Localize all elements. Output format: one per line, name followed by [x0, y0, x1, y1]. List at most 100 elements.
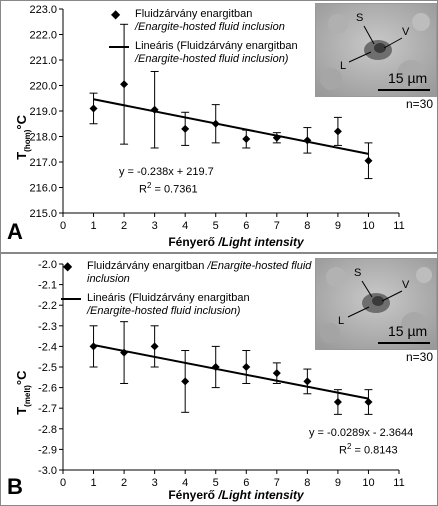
data-point [364, 156, 373, 165]
data-point [181, 124, 190, 133]
data-point [242, 363, 251, 371]
x-tick-label: 9 [335, 477, 341, 489]
photo-label-s: S [354, 267, 362, 279]
x-tick-label: 11 [393, 477, 404, 489]
legend-marker-label-en: /Enargite-hosted fluid inclusion [135, 21, 285, 33]
x-tick-label: 10 [362, 220, 374, 232]
x-tick-label: 11 [393, 220, 404, 232]
panel-letter-b: B [7, 474, 23, 499]
y-tick-label: -2.8 [38, 424, 57, 436]
trendline [93, 98, 369, 155]
legend-item-line: Lineáris (Fluidzárvány enargitban /Enarg… [109, 40, 309, 66]
y-axis-label-a: T(hom)°C [14, 80, 32, 160]
x-tick-label: 0 [60, 220, 66, 232]
x-axis-label-b: Fényerő /Light intensity [17, 488, 438, 502]
y-axis-label-b: T(melt)°C [14, 335, 32, 415]
y-axis-label-main: T [14, 151, 30, 160]
x-tick-label: 4 [182, 477, 188, 489]
sample-count-b: n=30 [406, 350, 434, 364]
scale-bar-label: 15 µm [388, 323, 428, 339]
data-point [333, 398, 342, 407]
legend-marker-label-en: /Enargite-hosted fluid inclusion [87, 260, 312, 285]
y-tick-label: -3.0 [38, 465, 57, 477]
x-tick-label: 7 [274, 477, 280, 489]
diamond-marker-icon: ◆ [111, 7, 121, 21]
equation-b: y = -0.0289x - 2.3644 R2 = 0.8143 [309, 426, 413, 458]
x-tick-label: 6 [243, 220, 249, 232]
x-tick-label: 0 [60, 477, 66, 489]
data-point [211, 363, 220, 371]
scale-bar-label: 15 µm [388, 70, 428, 86]
legend-line-label: Lineáris (Fluidzárvány enargitban [135, 40, 298, 52]
y-tick-label: 216.0 [29, 183, 57, 195]
data-point [242, 135, 251, 144]
panel-b: -3.0 -2.9 -2.8 -2.7 -2.6 -2.5 -2.4 -2.3 -2.2 -2.1… [0, 253, 438, 506]
r-squared: R2 = 0.8143 [309, 440, 413, 458]
x-tick-label: 5 [213, 220, 219, 232]
x-tick-label: 1 [90, 477, 96, 489]
x-tick-label: 1 [90, 220, 96, 232]
y-axis-label-sub: (hom) [22, 129, 32, 152]
micrograph-image [316, 259, 436, 349]
x-tick-label: 8 [304, 477, 310, 489]
y-tick-label: 217.0 [29, 157, 57, 169]
x-tick-label: 3 [152, 477, 158, 489]
y-tick-label: -2.3 [38, 321, 57, 333]
r-squared-value: = 0.8143 [351, 444, 398, 457]
data-point [272, 369, 281, 378]
y-axis-label-unit: °C [14, 115, 30, 130]
x-tick-label: 8 [304, 220, 310, 232]
r-squared-sup: 2 [346, 442, 352, 451]
trendline-icon [109, 46, 129, 48]
y-tick-label: 219.0 [29, 106, 57, 118]
x-tick-label: 7 [274, 220, 280, 232]
x-tick-label: 2 [121, 220, 127, 232]
panel-letter-a: A [7, 219, 23, 244]
y-axis-label-main: T [14, 406, 30, 415]
equation-a: y = -0.238x + 219.7 R2 = 0.7361 [119, 165, 214, 197]
x-axis-label-en: /Light intensity [218, 235, 304, 249]
micrograph-image [316, 4, 436, 96]
legend-item-markers: ◆ Fluidzárvány enargitban /Enargite-host… [61, 260, 321, 286]
y-tick-label: 222.0 [29, 30, 57, 42]
y-tick-label: -2.0 [38, 259, 57, 271]
y-tick-label: -2.9 [38, 444, 57, 456]
data-point [303, 136, 312, 145]
photo-label-v: V [402, 279, 410, 291]
data-point [89, 342, 98, 351]
y-tick-label: -2.2 [38, 300, 57, 312]
y-tick-label: 215.0 [29, 208, 57, 220]
x-tick-label: 10 [362, 477, 374, 489]
y-tick-label: -2.4 [38, 341, 57, 353]
data-point [120, 348, 129, 357]
y-tick-label: 220.0 [29, 81, 57, 93]
x-axis-label-hu: Fényerő [168, 235, 219, 249]
legend-line-label: Lineáris (Fluidzárvány enargitban [87, 292, 250, 304]
data-point [150, 342, 159, 351]
y-axis-label-unit: °C [14, 370, 30, 386]
x-axis-label-en: /Light intensity [218, 488, 304, 502]
y-tick-label: -2.7 [38, 403, 57, 415]
x-axis-label-a: Fényerő /Light intensity [17, 235, 438, 249]
legend-marker-label: Fluidzárvány enargitban [135, 8, 253, 20]
photo-label-v: V [402, 26, 410, 38]
data-point [364, 398, 373, 407]
r-squared-prefix: R [339, 444, 347, 457]
x-tick-label: 4 [182, 220, 188, 232]
x-tick-label: 2 [121, 477, 127, 489]
legend-b: ◆ Fluidzárvány enargitban /Enargite-host… [61, 260, 321, 318]
y-axis-label-sub: (melt) [22, 385, 32, 407]
x-tick-label: 5 [213, 477, 219, 489]
x-axis-label-hu: Fényerő [168, 488, 219, 502]
r-squared: R2 = 0.7361 [119, 179, 214, 197]
diamond-marker-icon: ◆ [63, 259, 73, 273]
data-point [272, 133, 281, 142]
trendline-icon [61, 298, 81, 300]
data-point [89, 104, 98, 113]
y-tick-label: 218.0 [29, 132, 57, 144]
x-tick-label: 6 [243, 477, 249, 489]
panel-a: 215.0 216.0 217.0 218.0 219.0 220.0 221.0 222.0… [0, 0, 438, 253]
chart-a-svg: 215.0 216.0 217.0 218.0 219.0 220.0 221.0 222.0… [29, 4, 404, 232]
legend-line-label-en: /Enargite-hosted fluid inclusion) [87, 305, 241, 317]
x-tick-label: 3 [152, 220, 158, 232]
